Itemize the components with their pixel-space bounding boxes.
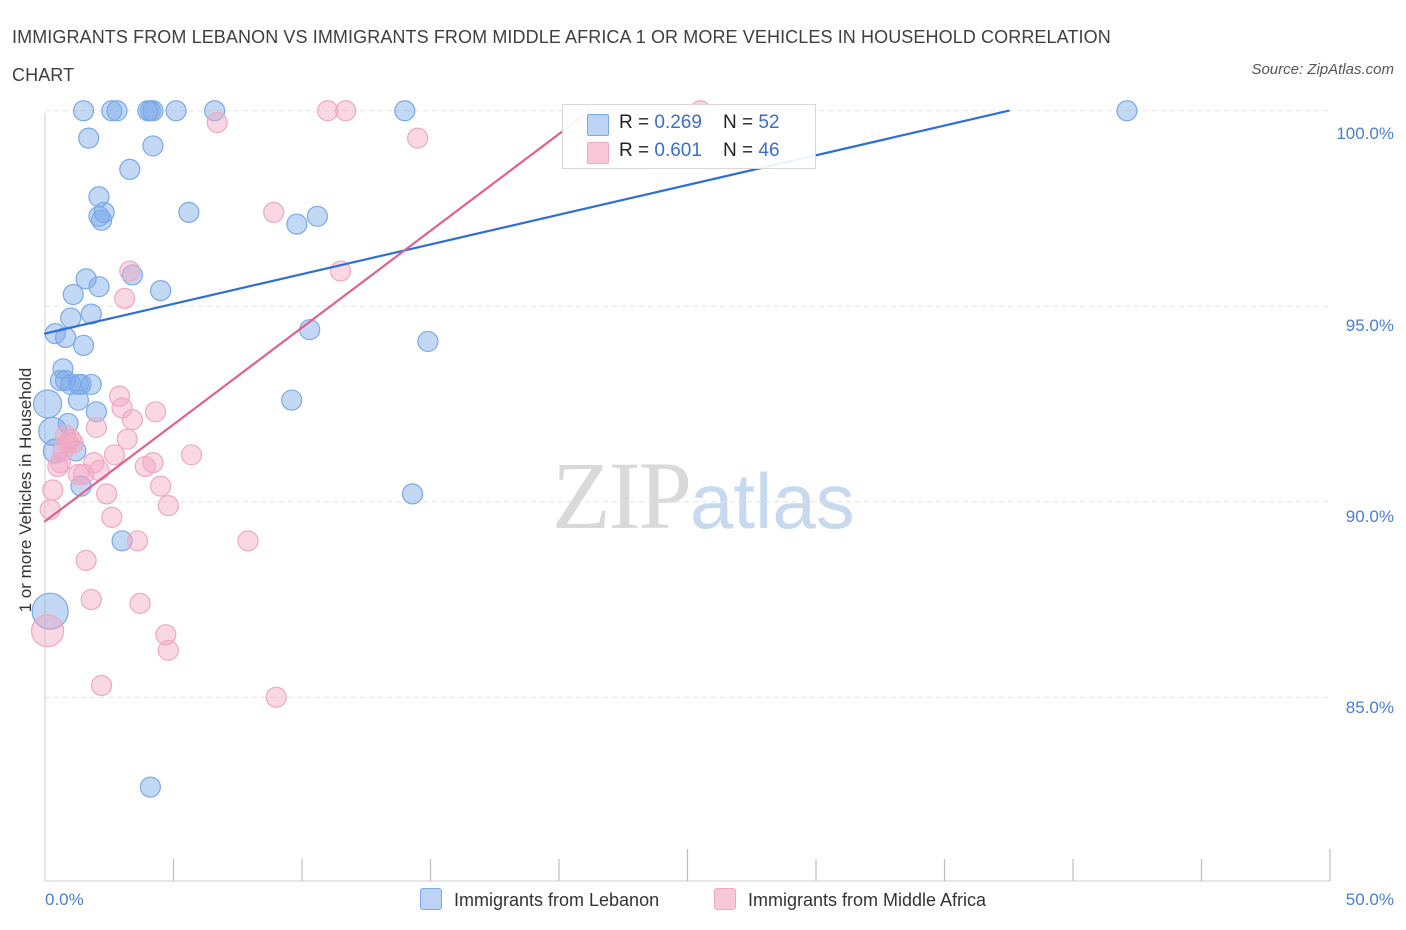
y-tick-label-100: 100.0% <box>1336 124 1394 143</box>
point-middle-africa-31 <box>144 401 167 423</box>
point-lebanon-30 <box>106 100 128 122</box>
point-middle-africa-8 <box>60 428 82 450</box>
y-tick-label-90: 90.0% <box>1345 507 1394 526</box>
point-lebanon-51 <box>70 373 92 396</box>
point-lebanon-40 <box>165 100 187 122</box>
point-middle-africa-34 <box>157 495 179 517</box>
series-legend-swatch-lebanon <box>420 888 442 910</box>
point-lebanon-7 <box>54 326 77 349</box>
point-middle-africa-24 <box>116 428 138 450</box>
point-lebanon-22 <box>85 401 108 423</box>
point-middle-africa-35 <box>157 639 179 661</box>
series-legend-label-middle-africa: Immigrants from Middle Africa <box>748 890 987 910</box>
point-lebanon-19 <box>78 127 100 149</box>
point-middle-africa-37 <box>206 111 228 134</box>
point-lebanon-27 <box>93 201 115 223</box>
point-lebanon-39 <box>150 279 172 302</box>
point-middle-africa-3 <box>47 455 69 478</box>
point-middle-africa-39 <box>263 201 285 223</box>
point-lebanon-32 <box>119 158 141 180</box>
point-middle-africa-20 <box>103 444 125 466</box>
point-lebanon-50 <box>1116 100 1138 122</box>
stats-legend: R = 0.269 N = 52 R = 0.601 N = 46 <box>562 104 816 169</box>
point-middle-africa-16 <box>88 459 110 482</box>
point-middle-africa-23 <box>114 287 136 310</box>
point-lebanon-28 <box>72 100 95 122</box>
point-middle-africa-30 <box>142 452 164 474</box>
y-axis-label: 1 or more Vehicles in Household <box>16 367 35 613</box>
point-middle-africa-36 <box>180 444 203 466</box>
y-tick-label-95: 95.0% <box>1345 316 1394 335</box>
point-middle-africa-44 <box>407 127 429 149</box>
x-tick-label-min: 0.0% <box>45 890 84 909</box>
point-lebanon-13 <box>65 440 87 462</box>
point-middle-africa-12 <box>75 549 97 571</box>
trend-line-middle-africa <box>43 109 591 523</box>
x-tick-label-max: 50.0% <box>1345 890 1394 909</box>
r-value-lebanon: 0.269 <box>654 112 702 133</box>
series-legend-middle-africa: Immigrants from Middle Africa <box>714 888 986 911</box>
point-lebanon-36 <box>142 100 164 122</box>
series-legend-swatch-middle-africa <box>714 888 736 910</box>
point-lebanon-48 <box>401 483 424 505</box>
point-middle-africa-33 <box>155 624 177 646</box>
point-lebanon-33 <box>121 264 143 286</box>
point-lebanon-44 <box>286 213 308 235</box>
point-middle-africa-40 <box>265 686 287 708</box>
n-value-middle-africa: 46 <box>758 140 780 161</box>
point-lebanon-46 <box>306 205 329 227</box>
point-lebanon-12 <box>62 283 84 306</box>
watermark-atlas: atlas <box>690 457 855 545</box>
point-middle-africa-19 <box>101 506 123 528</box>
point-middle-africa-28 <box>129 592 151 614</box>
r-value-middle-africa: 0.601 <box>654 140 702 161</box>
point-lebanon-43 <box>281 389 303 411</box>
point-lebanon-29 <box>101 100 123 122</box>
point-middle-africa-2 <box>42 479 64 501</box>
point-lebanon-49 <box>417 330 439 353</box>
n-value-lebanon: 52 <box>758 112 780 133</box>
point-lebanon-25 <box>88 276 110 298</box>
point-lebanon-26 <box>90 209 113 231</box>
point-lebanon-37 <box>139 776 161 798</box>
point-lebanon-17 <box>72 334 95 356</box>
point-middle-africa-25 <box>119 260 141 282</box>
legend-swatch-lebanon <box>587 114 609 136</box>
point-middle-africa-43 <box>335 100 357 122</box>
point-lebanon-14 <box>67 389 90 411</box>
point-middle-africa-0 <box>30 614 65 648</box>
point-lebanon-38 <box>142 135 164 157</box>
series-legend-label-lebanon: Immigrants from Lebanon <box>454 890 660 910</box>
point-middle-africa-27 <box>126 530 149 552</box>
chart-title: IMMIGRANTS FROM LEBANON VS IMMIGRANTS FR… <box>12 27 1111 85</box>
watermark-zip: ZIP <box>552 442 692 549</box>
point-middle-africa-38 <box>237 530 259 552</box>
y-tick-label-85: 85.0% <box>1345 698 1394 717</box>
point-middle-africa-13 <box>80 588 102 611</box>
legend-swatch-middle-africa <box>587 142 609 164</box>
point-lebanon-41 <box>178 201 200 223</box>
point-lebanon-18 <box>75 268 97 290</box>
point-middle-africa-9 <box>62 432 84 454</box>
point-middle-africa-18 <box>96 483 118 505</box>
point-middle-africa-7 <box>57 432 79 454</box>
source-label: Source: ZipAtlas.com <box>1251 61 1394 78</box>
point-lebanon-1 <box>32 389 63 419</box>
watermark: ZIPatlas <box>552 440 855 551</box>
trend-line-lebanon <box>43 109 1010 335</box>
point-middle-africa-15 <box>85 416 108 439</box>
point-middle-africa-41 <box>317 100 339 122</box>
point-lebanon-24 <box>88 186 110 208</box>
point-lebanon-47 <box>394 100 416 122</box>
point-middle-africa-32 <box>150 475 172 497</box>
point-lebanon-31 <box>111 530 133 552</box>
series-legend-lebanon: Immigrants from Lebanon <box>420 888 659 911</box>
point-middle-africa-26 <box>121 409 143 431</box>
point-lebanon-20 <box>80 303 102 325</box>
point-middle-africa-10 <box>67 463 90 485</box>
point-middle-africa-17 <box>90 674 113 697</box>
